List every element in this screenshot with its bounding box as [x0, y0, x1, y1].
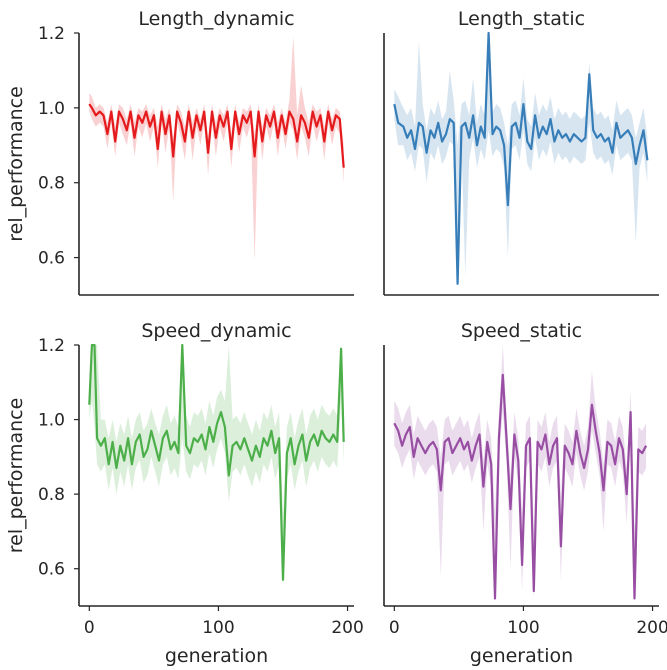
panel-title: Length_dynamic — [138, 8, 294, 30]
x-tick-label: 100 — [507, 618, 539, 638]
series-line — [88, 103, 345, 168]
panel-title: Speed_static — [461, 320, 582, 342]
x-tick-label: 100 — [202, 618, 234, 638]
x-axis-label: generation — [470, 645, 573, 667]
x-tick-label: 200 — [636, 618, 667, 638]
series-line — [393, 32, 649, 285]
panel-length-dynamic: Length_dynamic 0.6 0.8 1.0 1.2 rel_performanc… — [5, 8, 354, 296]
series-line — [88, 344, 345, 582]
y-tick-label: 1.2 — [38, 336, 65, 356]
panel-length-static: Length_static — [383, 8, 659, 296]
panel-speed-dynamic: Speed_dynamic 0.6 0.8 1.0 1.2 rel_performance… — [5, 320, 364, 667]
panel-title: Length_static — [458, 8, 585, 30]
confidence-band — [89, 345, 344, 584]
series-line — [393, 373, 648, 600]
y-tick-label: 1.0 — [38, 99, 65, 119]
y-tick-label: 0.6 — [38, 249, 65, 269]
y-tick-label: 0.6 — [38, 560, 65, 580]
x-axis-label: generation — [165, 645, 268, 667]
y-axis-label: rel_performance — [5, 86, 27, 242]
confidence-band — [394, 345, 647, 599]
confidence-band — [394, 33, 648, 288]
panel-title: Speed_dynamic — [141, 320, 291, 342]
panel-speed-static: Speed_static 0 100 200 generation — [383, 320, 667, 667]
y-tick-label: 1.0 — [38, 411, 65, 431]
y-tick-label: 0.8 — [38, 485, 65, 505]
x-tick-label: 0 — [84, 618, 95, 638]
y-axis-label: rel_performance — [5, 398, 27, 554]
confidence-band — [89, 36, 344, 262]
y-tick-label: 0.8 — [38, 174, 65, 194]
y-tick-label: 1.2 — [38, 24, 65, 44]
x-tick-label: 200 — [331, 618, 363, 638]
x-tick-label: 0 — [389, 618, 400, 638]
